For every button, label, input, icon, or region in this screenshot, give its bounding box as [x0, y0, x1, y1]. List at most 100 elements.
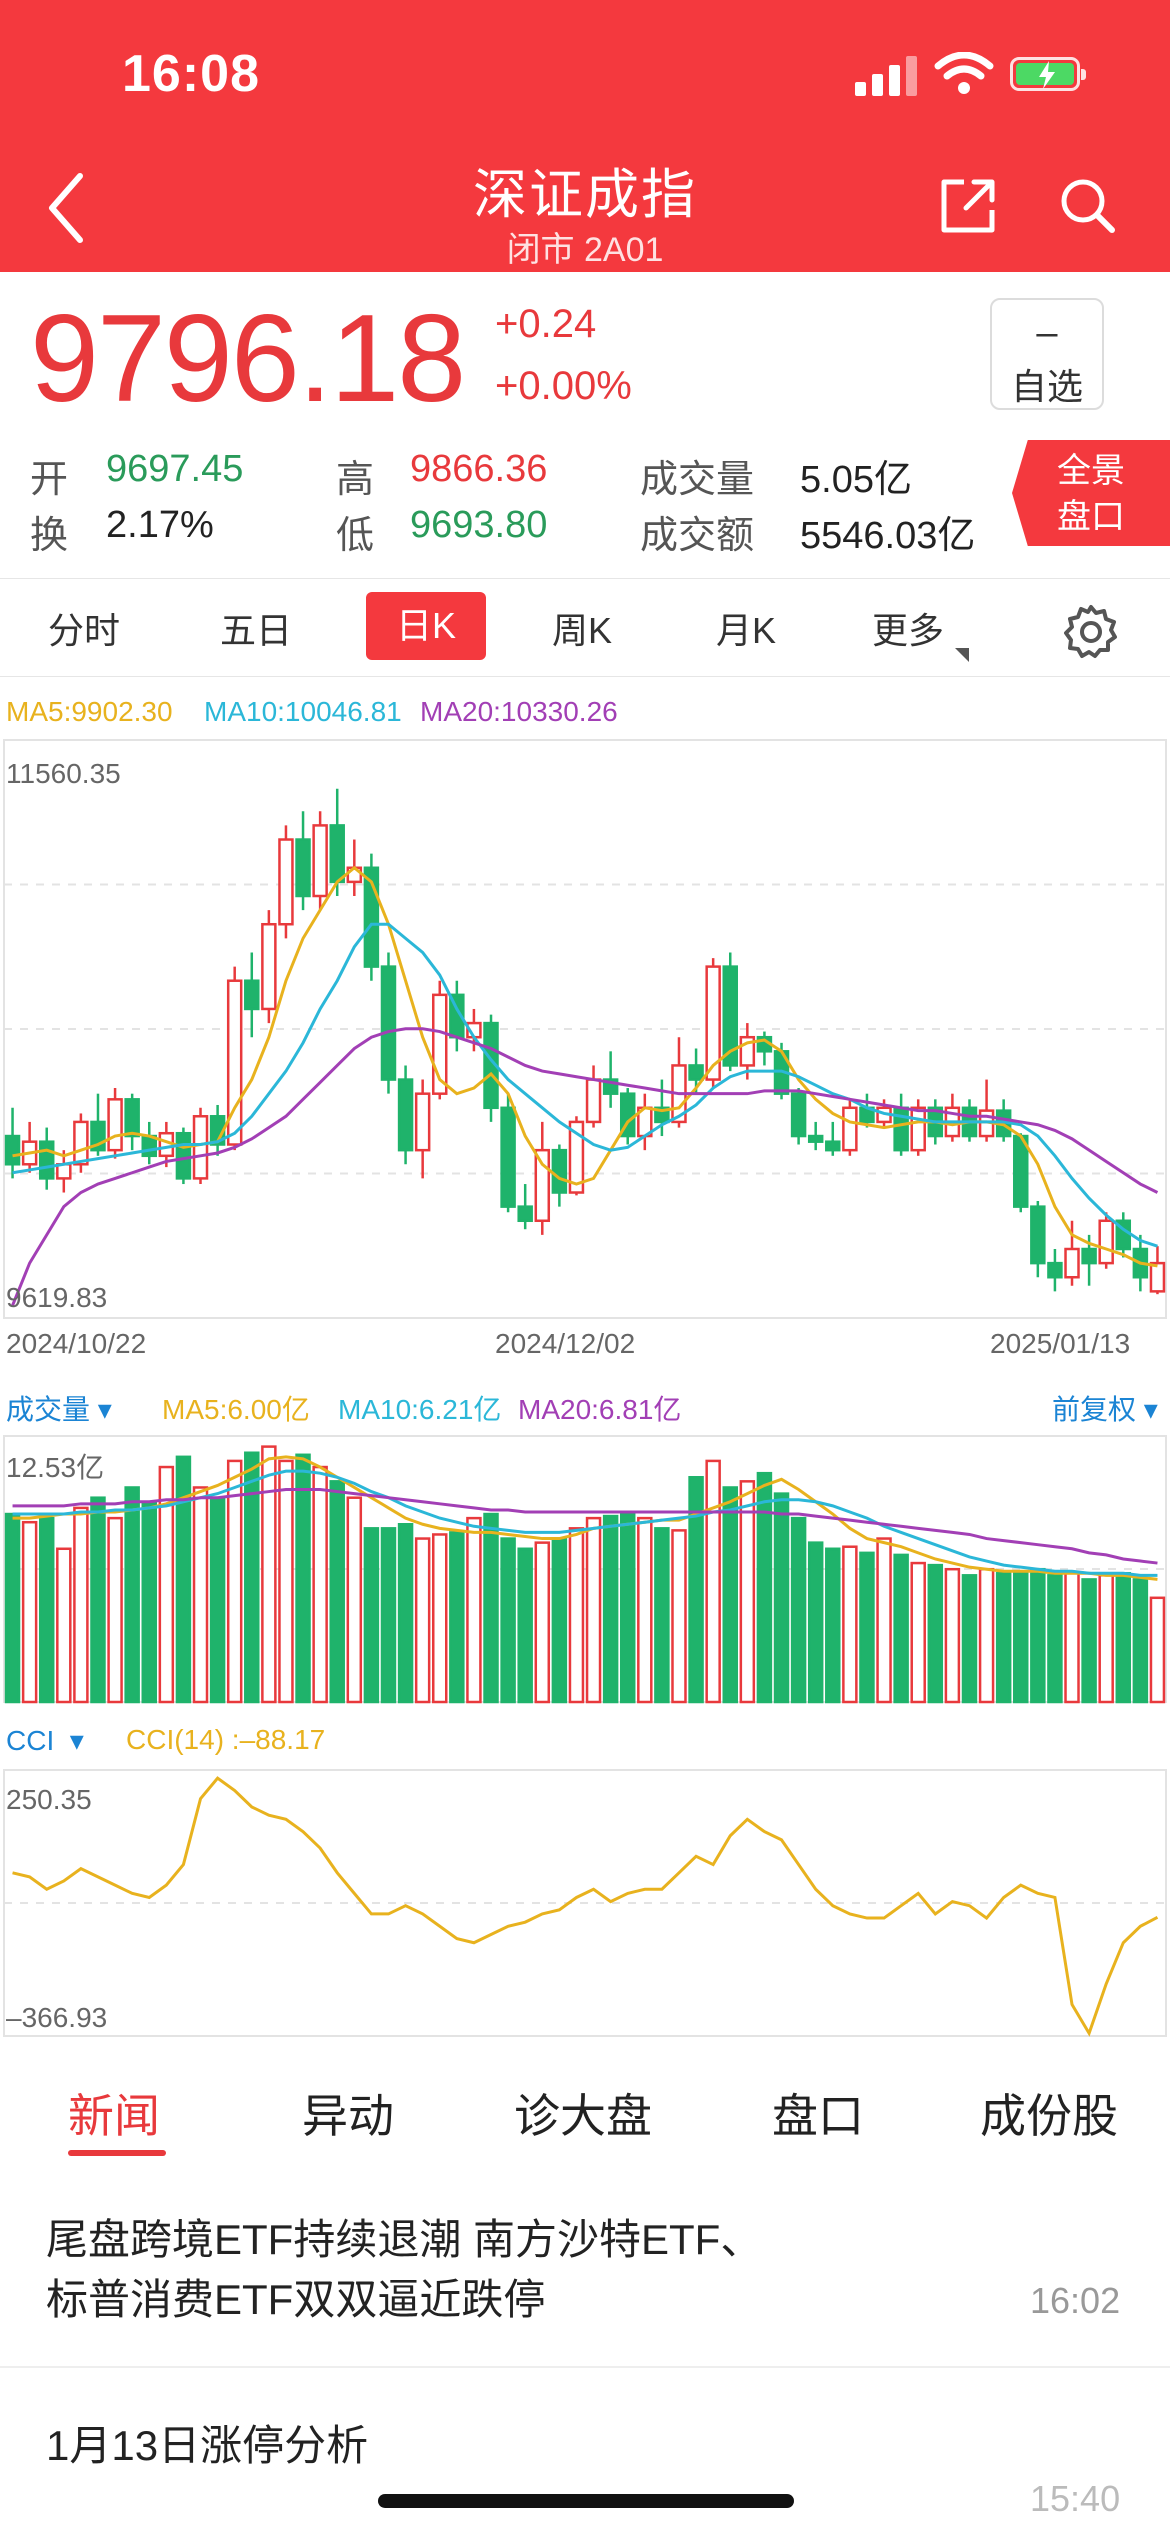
favorite-label: 自选 [1010, 366, 1083, 407]
candle [1064, 1247, 1080, 1279]
candle [329, 824, 345, 884]
candle [910, 1106, 926, 1152]
volume-bar [773, 1492, 790, 1704]
ma5-label: MA5:9902.30 [6, 696, 173, 727]
candle [261, 922, 277, 1011]
candle [4, 1134, 21, 1166]
volume-bar [363, 1527, 380, 1704]
volume-bar [192, 1486, 209, 1704]
volume-bar [73, 1506, 89, 1704]
volume-title: 成交量 [6, 1394, 91, 1425]
kline-chart-area[interactable] [0, 0, 1170, 2040]
volume-bar [1081, 1578, 1097, 1704]
ma10-line [12, 922, 1158, 1248]
search-icon[interactable] [1058, 176, 1118, 236]
divider [0, 676, 1170, 677]
candle [295, 838, 311, 898]
tab-order-book[interactable]: 盘口 [772, 2090, 864, 2142]
candle [517, 1205, 533, 1223]
volume-bar [1132, 1578, 1149, 1704]
volume-bar [756, 1471, 773, 1704]
candle [278, 838, 294, 926]
volume-bar [654, 1527, 670, 1704]
y-max-label: 11560.35 [6, 758, 121, 789]
volume-bar [1098, 1574, 1114, 1704]
volume-bar [842, 1545, 858, 1704]
tab-five-day[interactable]: 五日 [220, 610, 293, 651]
volume-bar [944, 1567, 961, 1704]
candle [790, 1092, 807, 1138]
stat-high-label: 高 [336, 459, 375, 501]
candle [1149, 1261, 1166, 1293]
volume-bar [568, 1527, 585, 1704]
candle [500, 1106, 516, 1208]
candle [585, 1078, 602, 1124]
volume-bar [1013, 1569, 1029, 1704]
candle [175, 1131, 192, 1180]
cci-max-label: 250.35 [6, 1784, 92, 1815]
candle [551, 1148, 568, 1194]
volume-bar [927, 1563, 944, 1704]
panorama-button[interactable]: 全景 盘口 [1012, 440, 1170, 546]
candle [842, 1106, 858, 1152]
cci-min-label: –366.93 [6, 2002, 108, 2033]
news-headline-line2: 标普消费ETF双双逼近跌停 [46, 2276, 546, 2323]
date-label-mid: 2024/12/02 [495, 1328, 636, 1359]
volume-bar [380, 1527, 397, 1704]
cci-title: CCI [6, 1725, 55, 1756]
vol-ma5-label: MA5:6.00亿 [162, 1394, 310, 1425]
candle [414, 1092, 431, 1152]
tab-daily-k[interactable]: 日K [366, 592, 486, 660]
ma10-label: MA10:10046.81 [204, 696, 402, 727]
back-chevron-icon[interactable] [40, 168, 100, 248]
cci-line [12, 1776, 1159, 2037]
volume-bar [329, 1480, 345, 1704]
volume-bar [602, 1514, 619, 1704]
vol-ma20-line [12, 1488, 1158, 1565]
adjust-select[interactable]: 前复权 ▾ [1052, 1394, 1158, 1425]
divider [0, 578, 1170, 579]
tab-weekly-k[interactable]: 周K [552, 610, 613, 651]
candle [124, 1098, 140, 1138]
volume-bar [141, 1500, 157, 1704]
tab-constituents[interactable]: 成份股 [980, 2090, 1118, 2142]
stat-high-value: 9866.36 [410, 448, 548, 490]
candle [1047, 1261, 1063, 1279]
cellular-signal-icon [855, 50, 919, 96]
volume-bar [38, 1516, 55, 1704]
panorama-line1: 全景 [1057, 452, 1125, 490]
volume-bar [449, 1531, 465, 1704]
tab-intraday[interactable]: 分时 [48, 610, 121, 651]
candle [688, 1064, 704, 1081]
candle [722, 965, 738, 1067]
volume-bar [107, 1516, 123, 1704]
tab-news[interactable]: 新闻 [68, 2090, 160, 2142]
panorama-line2: 盘口 [1057, 498, 1125, 536]
volume-indicator-select[interactable]: 成交量 ▾ [6, 1394, 112, 1425]
more-dropdown-icon [955, 648, 969, 662]
volume-bar [56, 1547, 72, 1704]
volume-bar [226, 1459, 243, 1704]
price-change-percent: +0.00% [495, 364, 632, 408]
volume-bar [158, 1465, 175, 1704]
volume-bar [1064, 1572, 1080, 1704]
volume-bar [466, 1516, 482, 1704]
tab-market-diagnosis[interactable]: 诊大盘 [514, 2090, 652, 2142]
tab-more[interactable]: 更多 [872, 610, 945, 651]
add-favorite-button[interactable]: – 自选 [990, 298, 1104, 410]
gear-icon[interactable] [1063, 603, 1119, 659]
volume-bar [551, 1537, 568, 1704]
volume-bar [534, 1541, 551, 1704]
volume-bar [961, 1574, 978, 1704]
candle [397, 1078, 414, 1152]
candle [73, 1120, 89, 1166]
volume-bar [278, 1459, 294, 1704]
news-time: 15:40 [1030, 2478, 1121, 2519]
candle [312, 824, 328, 898]
cci-indicator-select[interactable]: CCI ▾ [6, 1725, 84, 1756]
tab-monthly-k[interactable]: 月K [716, 610, 777, 651]
cci-chart [3, 1769, 1167, 2037]
volume-bar [517, 1547, 533, 1704]
tab-anomaly[interactable]: 异动 [302, 2090, 394, 2142]
share-icon[interactable] [938, 176, 998, 236]
